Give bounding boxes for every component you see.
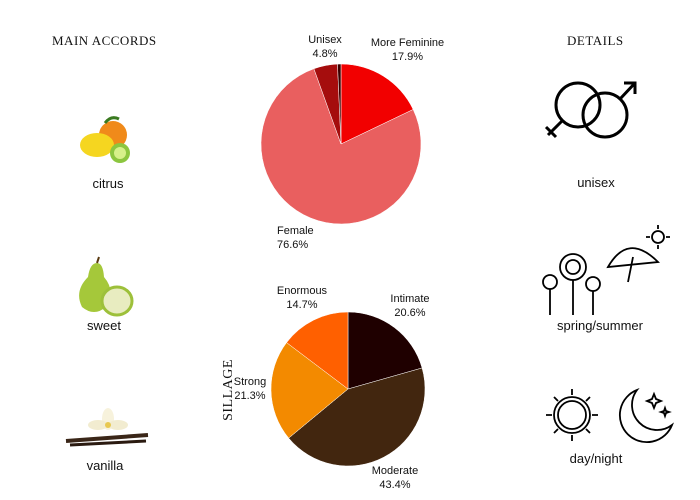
vanilla-flower-icon: [65, 408, 149, 447]
pie-slice-enormous: [286, 311, 349, 390]
detail-unisex: unisex: [577, 175, 615, 190]
pie-slice-female: [260, 68, 422, 225]
flowers-umbrella-sun-icon: [542, 225, 670, 315]
pie-label-strong: Strong 21.3%: [233, 376, 267, 402]
accord-vanilla: vanilla: [86, 458, 124, 473]
pie-label-intimate: Intimate 20.6%: [390, 293, 430, 319]
detail-daynight: day/night: [569, 451, 623, 466]
pie-label-unisex: Unisex 4.8%: [308, 34, 342, 60]
pie-slice-intimate: [347, 311, 423, 390]
details-title: DETAILS: [567, 33, 624, 48]
detail-season: spring/summer: [557, 318, 643, 333]
pie-label-more-feminine: More Feminine 17.9%: [370, 37, 445, 63]
main-accords-title: MAIN ACCORDS: [52, 33, 157, 48]
pie-slice-strong: [270, 342, 349, 439]
sillage-pie-chart: [270, 311, 426, 467]
sun-moon-icon: [546, 387, 675, 443]
gender-symbols-icon: [544, 81, 637, 139]
pie-label-moderate: Moderate 43.4%: [371, 465, 419, 491]
accord-citrus: citrus: [92, 176, 124, 191]
accord-sweet: sweet: [87, 318, 121, 333]
pear-icon: [79, 256, 134, 317]
pie-slice-moderate: [288, 367, 426, 467]
pie-slice-unlabeled-3: [337, 63, 342, 145]
citrus-fruit-icon: [80, 116, 130, 163]
pie-label-enormous: Enormous 14.7%: [276, 285, 328, 311]
pie-label-female: Female 76.6%: [277, 225, 314, 251]
pie-slice-more-feminine: [340, 63, 414, 145]
gender-pie-chart: [260, 63, 422, 225]
